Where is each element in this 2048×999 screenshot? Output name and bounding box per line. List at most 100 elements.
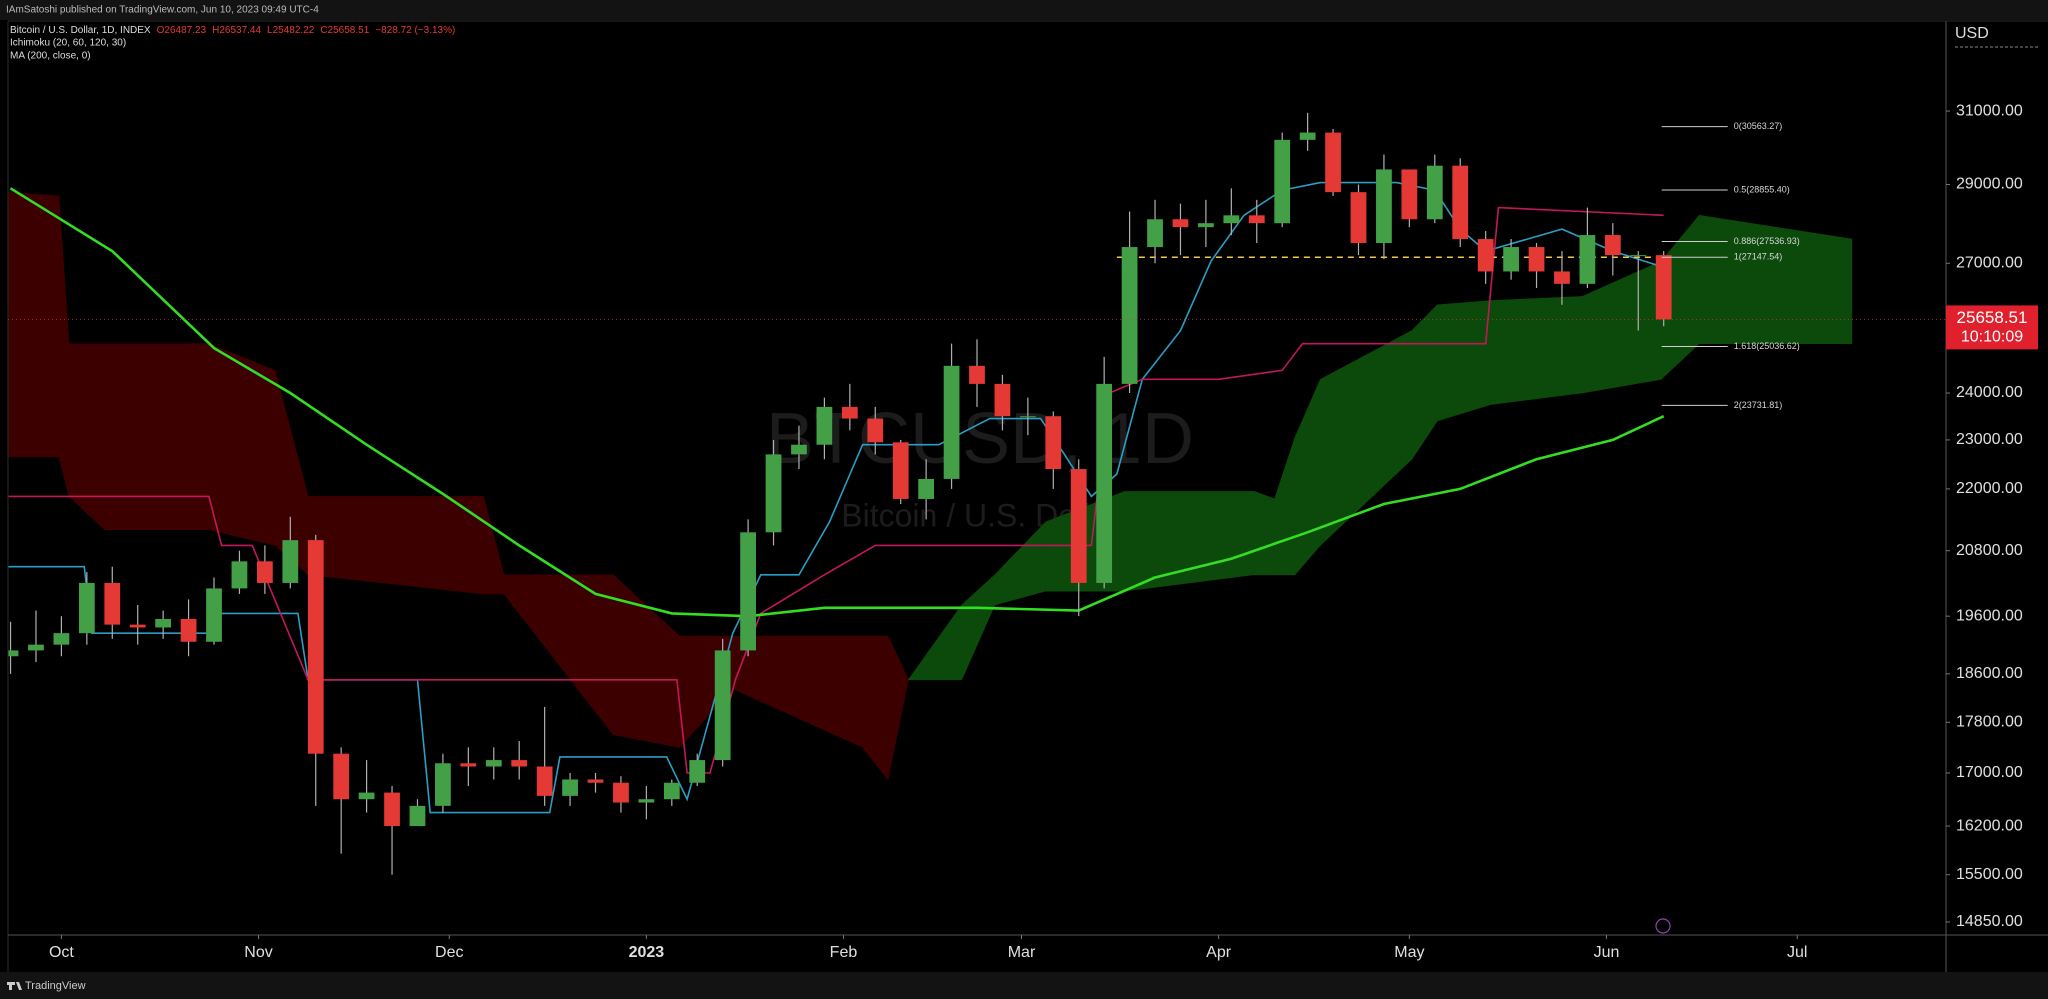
candle-body [1223, 215, 1240, 224]
candle-body [689, 760, 706, 783]
candle-body [765, 454, 782, 533]
candle-body [282, 540, 299, 583]
candle-body [1630, 255, 1647, 257]
y-tick-label: 17000.00 [1956, 764, 2023, 781]
cloud-segment [208, 343, 276, 546]
candle-body [485, 760, 502, 767]
indicator-label: MA (200, close, 0) [10, 51, 91, 62]
fib-label: 2(23731.81) [1734, 400, 1783, 410]
candle-body [155, 618, 172, 628]
candle-body [1070, 469, 1087, 583]
x-tick-label: Jun [1594, 944, 1620, 961]
last-price: 25658.51 [1957, 308, 2028, 327]
candle-body [1350, 192, 1367, 244]
candle-body [1248, 215, 1265, 224]
x-tick-label: Jul [1787, 944, 1807, 961]
candle-body [78, 582, 95, 634]
y-tick-label: 31000.00 [1956, 102, 2023, 119]
x-tick-label: Nov [244, 944, 272, 961]
y-tick-label: 20800.00 [1956, 542, 2023, 559]
candle-body [1019, 416, 1036, 418]
candle-body [1503, 247, 1519, 272]
candle-body [1198, 223, 1214, 228]
candle-body [816, 406, 833, 445]
cloud-segment [104, 343, 210, 531]
cloud-segment [1437, 300, 1492, 422]
candle-body [714, 650, 731, 761]
candle-body [1579, 235, 1596, 284]
watermark: BTCUSD, 1D [766, 399, 1194, 479]
candle-body [1172, 219, 1189, 228]
fib-label: 0.886(27536.93) [1734, 236, 1800, 246]
candle-body [536, 766, 553, 796]
ohlc-value: O26487.23 [157, 25, 207, 36]
cloud-segment [8, 191, 60, 458]
top-bar [0, 0, 2048, 20]
y-tick-label: 24000.00 [1956, 384, 2023, 401]
ohlc-value: L25482.22 [267, 25, 315, 36]
candle-body [867, 418, 884, 443]
candle-body [180, 618, 197, 642]
event-icon [1655, 918, 1671, 934]
y-tick-label: 23000.00 [1956, 431, 2023, 448]
publisher: IAmSatoshi published on TradingView.com,… [6, 5, 319, 16]
y-axis-label: USD [1955, 25, 1989, 42]
candle-body [1655, 255, 1672, 320]
cloud-segment [887, 635, 909, 780]
footer-bar [0, 972, 2048, 999]
candle-body [969, 365, 985, 384]
candle-body [1401, 169, 1418, 220]
x-tick-label: 2023 [629, 944, 665, 961]
candle-body [1121, 247, 1138, 384]
candle-body [1604, 235, 1621, 256]
x-tick-label: Oct [49, 944, 74, 961]
indicator-line [8, 206, 1664, 774]
symbol: Bitcoin / U.S. Dollar, 1D, INDEX [10, 25, 151, 36]
candle-body [1147, 219, 1163, 248]
candle-body [206, 588, 222, 642]
candle-body [1045, 416, 1062, 470]
candle-body [511, 760, 528, 767]
candle-body [740, 532, 756, 651]
candle-body [28, 644, 44, 651]
x-tick-label: Apr [1206, 944, 1232, 961]
x-tick-label: Dec [435, 944, 463, 961]
candle-body [460, 763, 477, 767]
y-tick-label: 18600.00 [1956, 665, 2023, 682]
candle-body [1096, 383, 1113, 583]
ohlc-value: H26537.44 [212, 25, 261, 36]
fib-label: 1(27147.54) [1734, 252, 1783, 262]
last-price-box [1946, 305, 2038, 350]
candle-body [663, 782, 680, 800]
candle-body [638, 799, 655, 803]
candle-body [256, 561, 273, 583]
fib-label: 0(30563.27) [1734, 121, 1783, 131]
x-tick-label: Feb [830, 944, 858, 961]
candle-body [562, 779, 578, 796]
candle-body [384, 792, 400, 827]
fib-label: 0.5(28855.40) [1734, 184, 1790, 194]
candle-body [358, 792, 375, 800]
ohlc-value: −828.72 (−3.13%) [375, 25, 455, 36]
candle-body [1528, 247, 1545, 272]
candle-body [1376, 169, 1392, 244]
cloud-segment [1253, 490, 1275, 576]
footer-brand: TradingView [25, 980, 86, 992]
y-tick-label: 17800.00 [1956, 714, 2023, 731]
cloud-segment [1124, 491, 1255, 592]
y-tick-label: 29000.00 [1956, 176, 2023, 193]
candle-body [587, 779, 604, 783]
candle-body [409, 805, 426, 827]
y-tick-label: 27000.00 [1956, 254, 2023, 271]
candle-body [1477, 239, 1494, 272]
candle-body [53, 633, 70, 645]
candle-body [129, 624, 146, 628]
candle-body [994, 383, 1011, 417]
cloud-segment [1490, 296, 1583, 405]
candle-body [1426, 165, 1443, 220]
candle-body [892, 442, 909, 499]
indicator-label: Ichimoku (20, 60, 120, 30) [10, 38, 126, 49]
